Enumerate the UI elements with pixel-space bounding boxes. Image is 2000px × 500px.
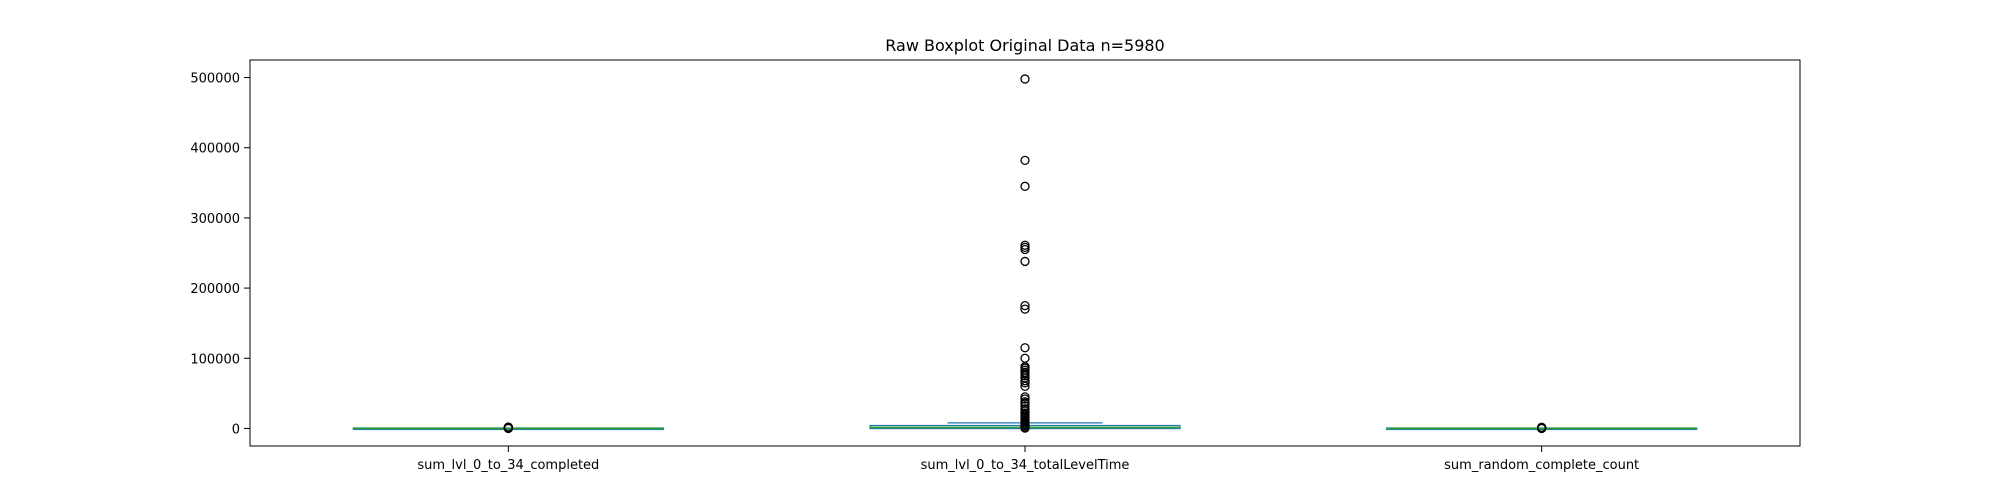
y-axis: 0 100000 200000 300000 400000 500000 xyxy=(190,72,250,437)
box-group xyxy=(352,422,664,434)
x-tick-label: sum_lvl_0_to_34_totalLevelTime xyxy=(921,458,1130,473)
outlier-point xyxy=(1020,401,1030,411)
chart-title: Raw Boxplot Original Data n=5980 xyxy=(885,36,1164,55)
plot-frame xyxy=(249,59,1801,447)
outlier-point xyxy=(1020,304,1030,314)
outlier-point xyxy=(1020,397,1030,407)
outlier-point xyxy=(1020,343,1030,353)
outlier-point xyxy=(1020,300,1030,311)
y-tick-label: 200000 xyxy=(190,282,240,297)
x-axis: sum_lvl_0_to_34_completed sum_lvl_0_to_34… xyxy=(417,446,1639,473)
outlier-point xyxy=(1020,353,1030,363)
outlier-point xyxy=(1537,422,1547,432)
outlier-point xyxy=(503,422,513,432)
y-tick-label: 0 xyxy=(232,422,240,437)
y-tick-label: 400000 xyxy=(190,142,240,157)
boxes-layer xyxy=(352,74,1698,434)
x-tick-label: sum_random_complete_count xyxy=(1444,458,1639,473)
outlier-point xyxy=(1020,74,1030,84)
outlier-point xyxy=(1020,256,1030,267)
outlier-point xyxy=(1020,240,1030,250)
y-tick-label: 300000 xyxy=(190,212,240,227)
box-group xyxy=(869,74,1181,433)
outlier-point xyxy=(1020,404,1030,414)
box-group xyxy=(1386,422,1698,434)
y-tick-label: 100000 xyxy=(190,352,240,367)
outlier-point xyxy=(1020,392,1030,402)
x-tick-label: sum_lvl_0_to_34_completed xyxy=(417,458,599,473)
outlier-point xyxy=(1020,181,1030,191)
y-tick-label: 500000 xyxy=(190,72,240,87)
outlier-point xyxy=(1020,155,1030,166)
